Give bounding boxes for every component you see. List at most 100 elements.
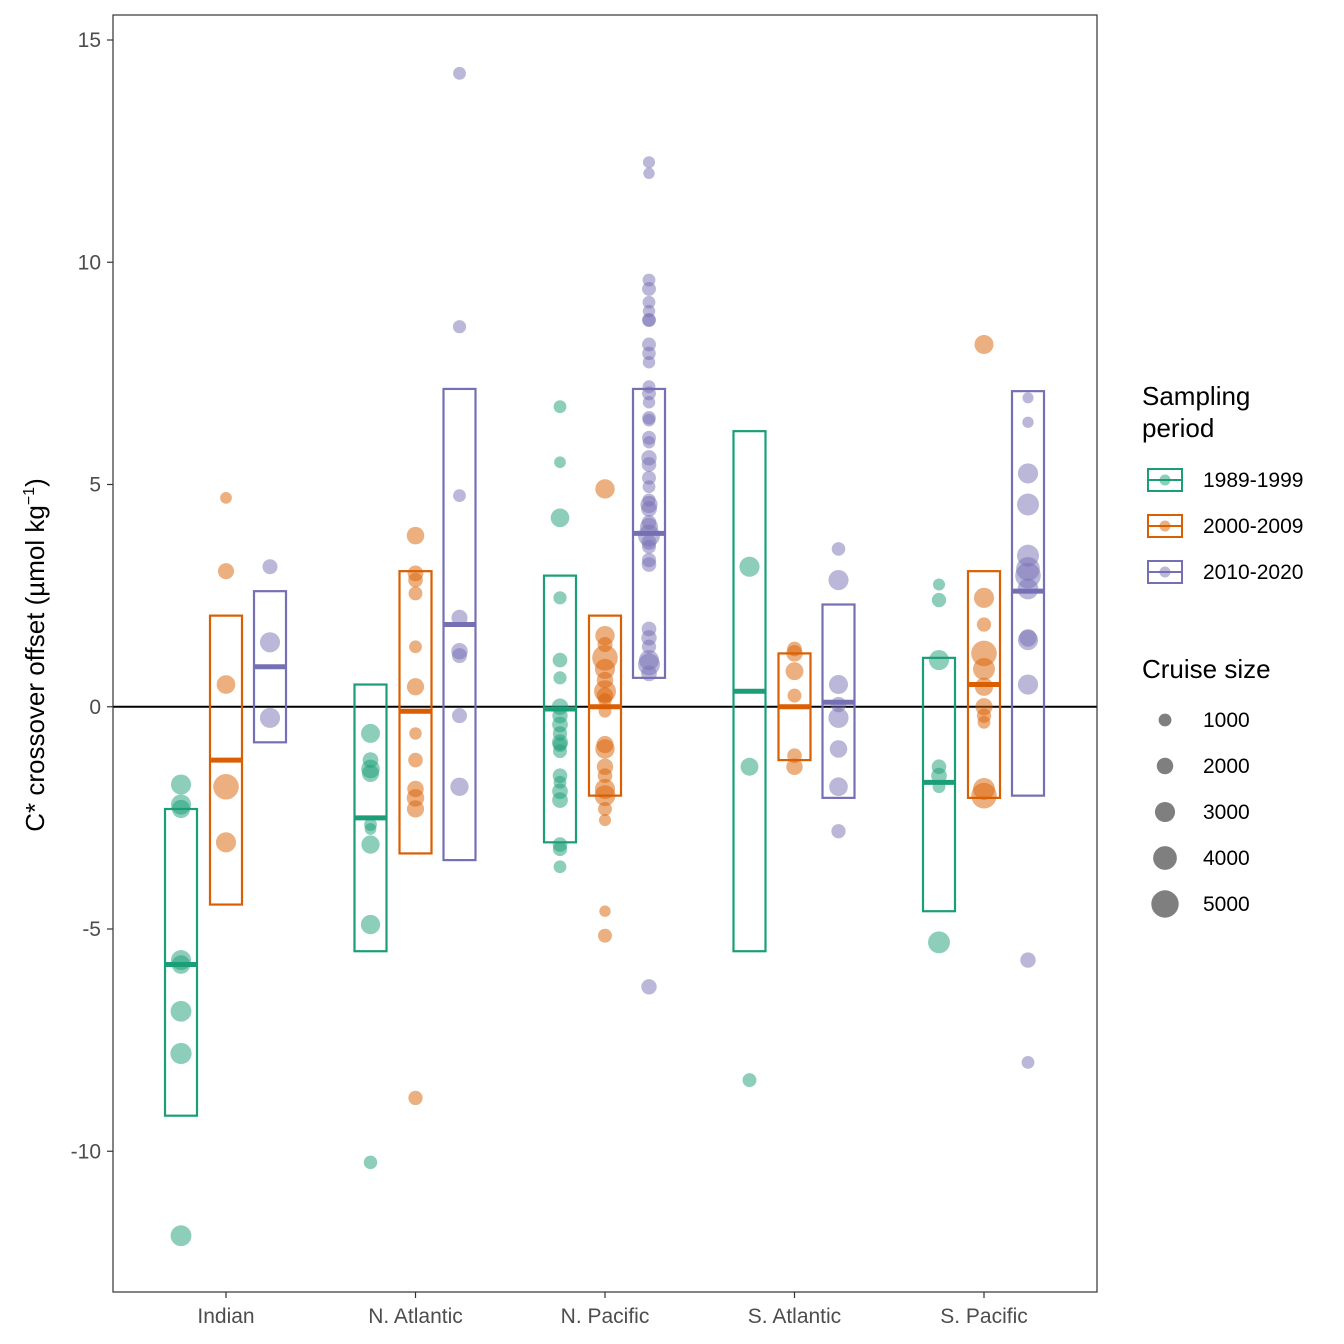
data-point	[213, 773, 239, 800]
data-point	[550, 508, 570, 528]
data-point	[1022, 392, 1034, 404]
data-point	[1021, 1055, 1035, 1069]
data-point	[361, 835, 380, 854]
data-point	[598, 814, 612, 827]
y-tick-label: -5	[82, 918, 101, 941]
data-point	[642, 313, 656, 327]
y-tick-label: -10	[71, 1140, 101, 1163]
data-point	[406, 526, 425, 545]
data-point	[642, 346, 656, 361]
data-point	[932, 578, 946, 591]
legend-size-label: 2000	[1203, 755, 1250, 778]
data-point	[360, 723, 381, 743]
legend-size-label: 5000	[1203, 893, 1250, 916]
data-point	[829, 777, 848, 797]
data-point	[641, 639, 657, 654]
x-tick-label: Indian	[197, 1305, 254, 1328]
legend-size-dot	[1153, 846, 1177, 870]
data-point	[641, 501, 657, 517]
data-point	[976, 617, 992, 632]
data-point	[831, 824, 846, 839]
y-tick-label: 10	[78, 251, 101, 274]
data-point	[361, 764, 380, 783]
y-axis-title-superscript: −1	[21, 487, 38, 505]
data-point	[928, 650, 950, 671]
data-point	[739, 556, 760, 577]
y-tick-label: 5	[89, 474, 101, 497]
data-point	[215, 832, 237, 853]
series-2010-2020	[252, 66, 1046, 1069]
legend-size-dot	[1151, 890, 1179, 918]
data-point	[259, 632, 281, 653]
y-tick-label: 0	[89, 696, 101, 719]
data-point	[785, 662, 804, 681]
series-1989-1999	[163, 400, 957, 1247]
data-point	[642, 436, 656, 449]
data-point	[364, 823, 377, 835]
legend-size-label: 3000	[1203, 801, 1250, 824]
data-point	[829, 740, 848, 758]
data-point	[259, 707, 281, 728]
data-point	[451, 708, 468, 724]
data-point	[1017, 493, 1039, 516]
data-point	[451, 648, 468, 664]
legend-color-dot	[1159, 474, 1171, 486]
data-point	[170, 774, 192, 795]
data-point	[928, 931, 950, 954]
data-point	[453, 66, 466, 80]
series-2000-2009	[208, 334, 1002, 1106]
data-point	[740, 757, 759, 776]
data-point	[971, 782, 997, 809]
data-point	[642, 480, 656, 494]
data-point	[216, 675, 236, 694]
data-point	[553, 400, 567, 414]
legend-color-key	[1147, 560, 1183, 584]
data-point	[642, 156, 656, 169]
data-point	[409, 727, 422, 740]
data-point	[1017, 630, 1039, 651]
data-point	[170, 1225, 192, 1247]
data-point	[977, 715, 991, 729]
data-point	[170, 1000, 192, 1022]
data-point	[641, 979, 657, 995]
data-point	[595, 479, 615, 499]
legend-size-label: 4000	[1203, 847, 1250, 870]
data-point	[786, 758, 803, 775]
data-point	[262, 559, 278, 575]
data-point	[553, 671, 567, 685]
data-point	[553, 860, 567, 874]
data-point	[599, 905, 611, 917]
y-axis-title-close: )	[20, 478, 50, 487]
data-point	[787, 748, 802, 763]
data-point	[553, 591, 567, 605]
data-point	[220, 491, 232, 504]
data-point	[360, 914, 381, 935]
data-point	[1017, 674, 1039, 695]
data-point	[170, 1042, 192, 1065]
legend-color-label: 1989-1999	[1203, 469, 1303, 492]
legend-size-dot	[1158, 713, 1172, 727]
y-tick-label: 15	[78, 29, 101, 52]
legend-size-label: 1000	[1203, 709, 1250, 732]
data-point	[1017, 463, 1039, 484]
data-point	[409, 640, 422, 654]
data-point	[642, 413, 656, 427]
legend-size-dot	[1156, 757, 1174, 775]
data-point	[831, 542, 846, 556]
y-axis-title-text: C* crossover offset (µmol kg−1)	[20, 478, 50, 832]
data-point	[642, 295, 656, 309]
data-point	[363, 1155, 378, 1170]
data-point	[973, 587, 995, 608]
data-point	[171, 799, 191, 819]
legend-color-dot	[1159, 566, 1171, 578]
data-point	[641, 665, 657, 682]
data-point	[408, 586, 423, 601]
x-tick-label: S. Atlantic	[748, 1305, 841, 1328]
data-point	[552, 792, 568, 808]
legend-color-title: Sampling	[1142, 381, 1250, 411]
data-point	[973, 658, 995, 680]
data-point	[408, 752, 423, 768]
legend-color-label: 2010-2020	[1203, 561, 1303, 584]
